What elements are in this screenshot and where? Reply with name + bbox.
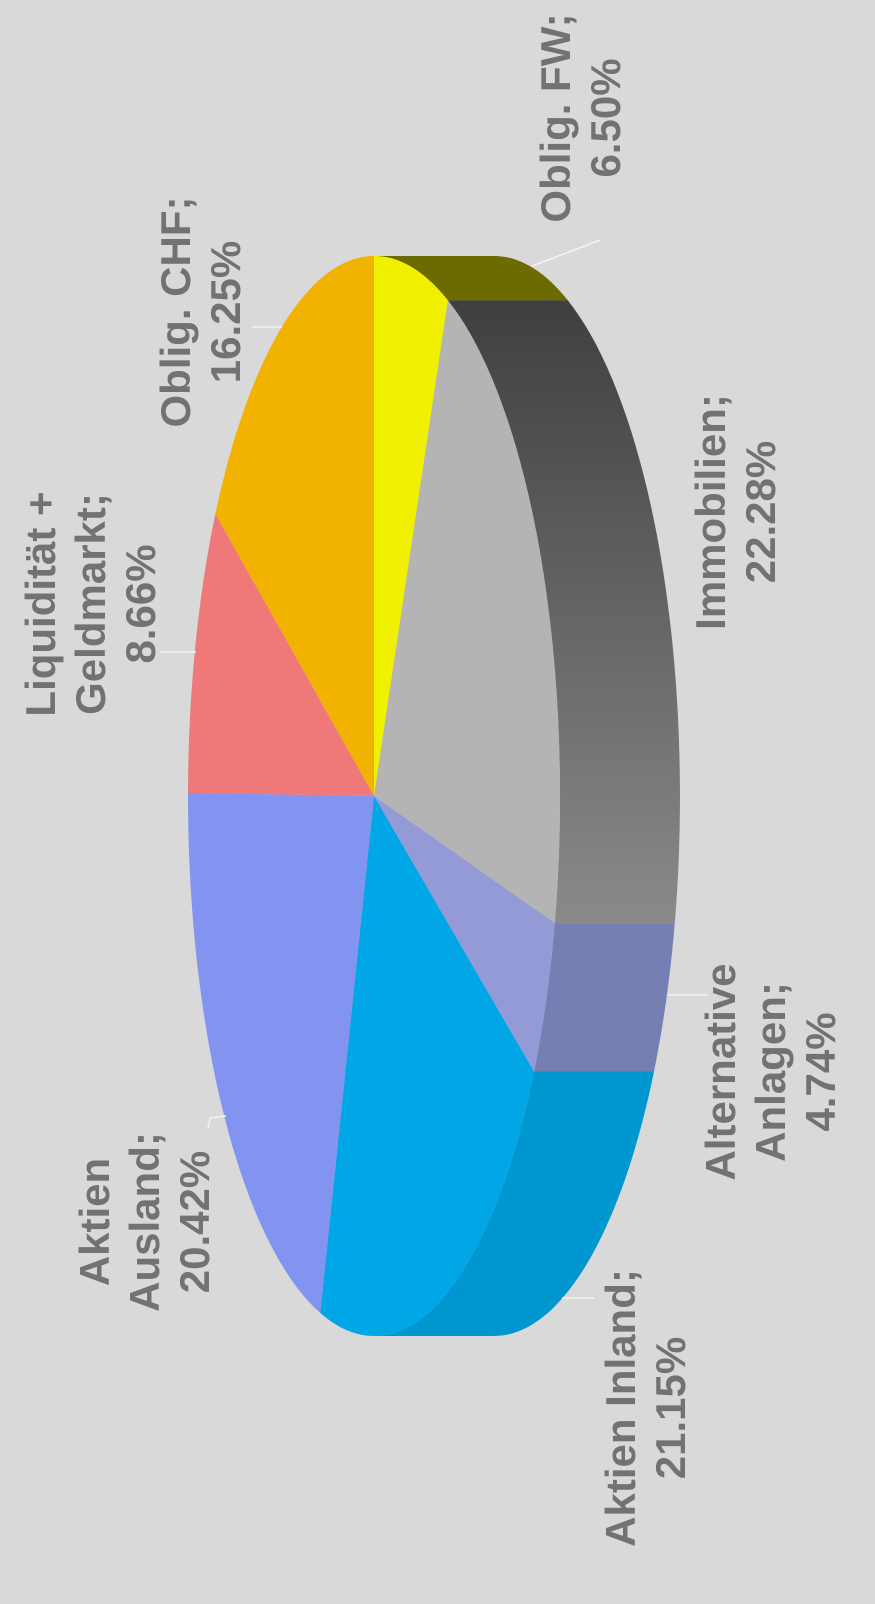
data-label-line: 21.15%: [647, 1337, 694, 1479]
data-label-line: Geldmarkt;: [67, 493, 114, 715]
data-label-alternative-anlagen: AlternativeAnlagen;4.74%: [697, 963, 844, 1180]
data-label-immobilien: Immobilien;22.28%: [687, 394, 784, 630]
data-label-line: Aktien Inland;: [597, 1269, 644, 1547]
data-label-obligationen-chf: Oblig. CHF;16.25%: [152, 197, 249, 428]
data-label-line: Ausland;: [121, 1132, 168, 1312]
data-label-liquiditat-geldmarkt: Liquidität +Geldmarkt;8.66%: [17, 491, 164, 716]
leader-line-obligationen-fw: [532, 240, 600, 266]
data-label-line: Immobilien;: [687, 394, 734, 630]
pie-side-alternative-anlagen: [534, 923, 675, 1071]
data-label-line: 4.74%: [797, 1012, 844, 1131]
data-label-line: 16.25%: [202, 241, 249, 383]
leader-line-aktien-ausland: [208, 1116, 226, 1128]
pie-top-faces: [188, 256, 560, 1336]
data-label-aktien-inland: Aktien Inland;21.15%: [597, 1269, 694, 1547]
data-label-line: Oblig. FW;: [532, 13, 579, 222]
data-label-line: 22.28%: [737, 441, 784, 583]
data-label-line: Liquidität +: [17, 491, 64, 716]
data-label-line: 8.66%: [117, 544, 164, 663]
data-label-line: 6.50%: [582, 58, 629, 177]
data-label-obligationen-fw: Oblig. FW;6.50%: [532, 13, 629, 222]
data-label-line: Oblig. CHF;: [152, 197, 199, 428]
data-label-line: Anlagen;: [747, 982, 794, 1162]
data-label-line: 20.42%: [171, 1151, 218, 1293]
data-label-aktien-ausland: AktienAusland;20.42%: [71, 1132, 218, 1312]
data-label-line: Aktien: [71, 1158, 118, 1286]
data-label-line: Alternative: [697, 963, 744, 1180]
